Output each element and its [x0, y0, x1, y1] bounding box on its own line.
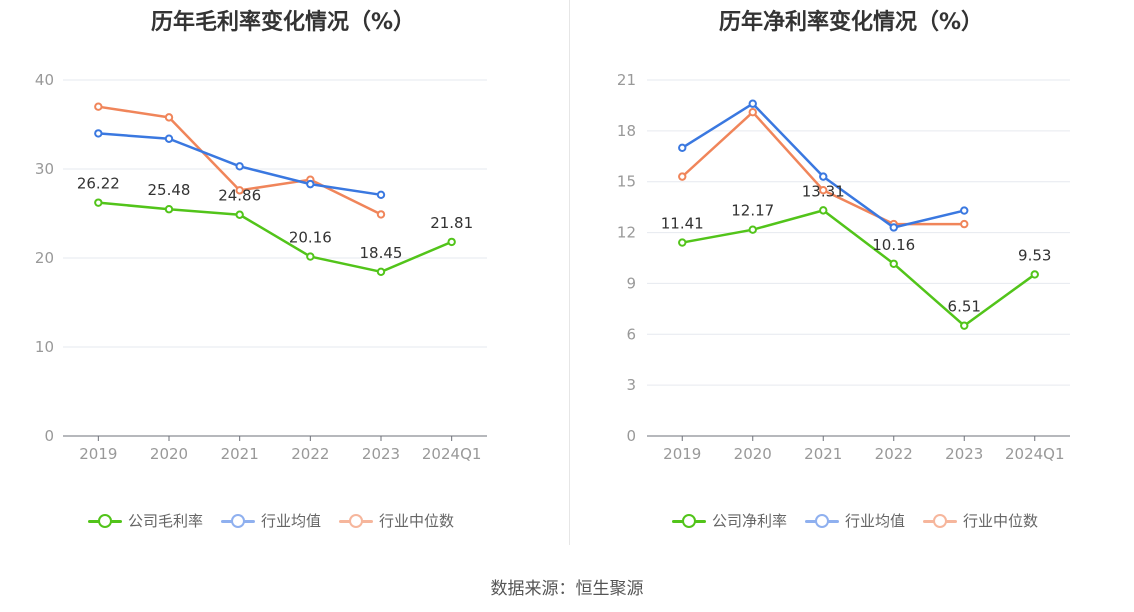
legend-item-industry-median[interactable]: 行业中位数: [923, 510, 1038, 531]
data-source-note: 数据来源：恒生聚源: [490, 579, 644, 599]
data-point: [94, 102, 103, 111]
x-tick-label: 2020: [734, 445, 772, 463]
x-tick-label: 2024Q1: [1005, 445, 1065, 463]
y-tick-label: 6: [626, 325, 636, 343]
x-tick-label: 2021: [221, 445, 259, 463]
data-label: 11.41: [661, 215, 704, 233]
data-point: [306, 179, 315, 189]
right-chart-title: 历年净利率变化情况（%）: [718, 10, 984, 35]
data-point: [164, 113, 174, 122]
data-point: [748, 99, 757, 108]
data-point: [678, 238, 687, 247]
data-point: [960, 321, 969, 330]
legend-item-industry-avg[interactable]: 行业均值: [805, 510, 905, 531]
legend-label: 公司毛利率: [128, 512, 204, 530]
data-label: 10.16: [872, 236, 915, 254]
data-point: [306, 252, 315, 261]
data-point: [819, 185, 828, 195]
data-point: [376, 210, 386, 219]
legend-label: 行业中位数: [379, 512, 455, 530]
legend-label: 公司净利率: [712, 512, 788, 530]
legend-label: 行业均值: [261, 512, 322, 530]
y-tick-label: 12: [617, 224, 636, 242]
data-point: [819, 172, 828, 181]
x-tick-label: 2023: [362, 445, 400, 463]
data-label: 25.48: [148, 181, 191, 199]
gross-margin-chart: 0 10 20 30 40 2019 2020 2021 2022 2023 2024Q1 26.22…: [35, 71, 487, 463]
data-point: [447, 237, 456, 247]
data-point: [960, 219, 969, 229]
y-tick-label: 30: [35, 160, 54, 178]
data-point: [889, 259, 898, 268]
data-point: [748, 225, 757, 234]
data-label: 6.51: [948, 298, 981, 316]
y-tick-label: 3: [626, 376, 636, 394]
data-point: [678, 172, 687, 181]
data-label: 18.45: [360, 244, 403, 262]
data-point: [235, 186, 244, 195]
x-tick-label: 2021: [804, 445, 842, 463]
y-tick-label: 21: [617, 71, 636, 89]
data-point: [889, 223, 898, 232]
y-tick-label: 0: [44, 427, 54, 445]
legend-item-company-net[interactable]: 公司净利率: [672, 510, 787, 531]
panel-divider: [569, 0, 570, 545]
data-point: [819, 206, 828, 215]
y-tick-label: 40: [35, 71, 54, 89]
x-tick-label: 2024Q1: [422, 445, 482, 463]
data-label: 24.86: [218, 187, 261, 205]
legend-line-circle-icon: [805, 513, 840, 528]
data-point: [235, 162, 244, 171]
x-tick-label: 2022: [291, 445, 329, 463]
legend-line-circle-icon: [221, 513, 256, 528]
legend-line-circle-icon: [923, 513, 958, 528]
data-label: 13.31: [802, 182, 845, 200]
legend-item-company-gross[interactable]: 公司毛利率: [88, 510, 203, 531]
data-label: 12.17: [731, 202, 774, 220]
data-point: [376, 190, 386, 200]
x-tick-label: 2022: [875, 445, 913, 463]
y-tick-label: 20: [35, 249, 54, 267]
data-point: [1030, 270, 1039, 279]
data-point: [678, 143, 687, 153]
y-tick-label: 10: [35, 338, 54, 356]
left-legend: 公司毛利率 行业均值 行业中位数: [88, 510, 454, 531]
right-legend: 公司净利率 行业均值 行业中位数: [672, 510, 1038, 531]
legend-line-circle-icon: [339, 513, 374, 528]
series-line: [98, 201, 453, 274]
left-chart-title: 历年毛利率变化情况（%）: [150, 10, 416, 35]
data-label: 21.81: [430, 214, 473, 232]
legend-label: 行业中位数: [963, 512, 1039, 530]
data-point: [164, 205, 174, 214]
legend-item-industry-avg[interactable]: 行业均值: [221, 510, 321, 531]
data-label: 9.53: [1018, 246, 1051, 264]
x-tick-label: 2023: [945, 445, 983, 463]
data-point: [94, 129, 103, 138]
legend-line-circle-icon: [88, 513, 122, 528]
data-point: [94, 198, 103, 207]
y-tick-label: 15: [617, 173, 636, 191]
x-tick-label: 2020: [150, 445, 188, 463]
legend-line-circle-icon: [672, 513, 706, 528]
legend-item-industry-median[interactable]: 行业中位数: [339, 510, 454, 531]
data-label: 26.22: [77, 175, 120, 193]
data-point: [235, 210, 244, 219]
data-label: 20.16: [289, 229, 332, 247]
y-tick-label: 0: [626, 427, 636, 445]
net-margin-chart: 0 3 6 9 12 15 18 21 2019 2020 2021 2022 2023 2024Q1 11…: [617, 71, 1070, 463]
y-tick-label: 18: [617, 122, 636, 140]
x-tick-label: 2019: [663, 445, 701, 463]
legend-label: 行业均值: [845, 512, 906, 530]
data-point: [164, 134, 174, 143]
data-point: [960, 206, 969, 215]
data-point: [748, 108, 757, 117]
x-tick-label: 2019: [79, 445, 117, 463]
data-point: [376, 267, 386, 276]
y-tick-label: 9: [626, 274, 636, 292]
series-line: [682, 209, 1036, 327]
